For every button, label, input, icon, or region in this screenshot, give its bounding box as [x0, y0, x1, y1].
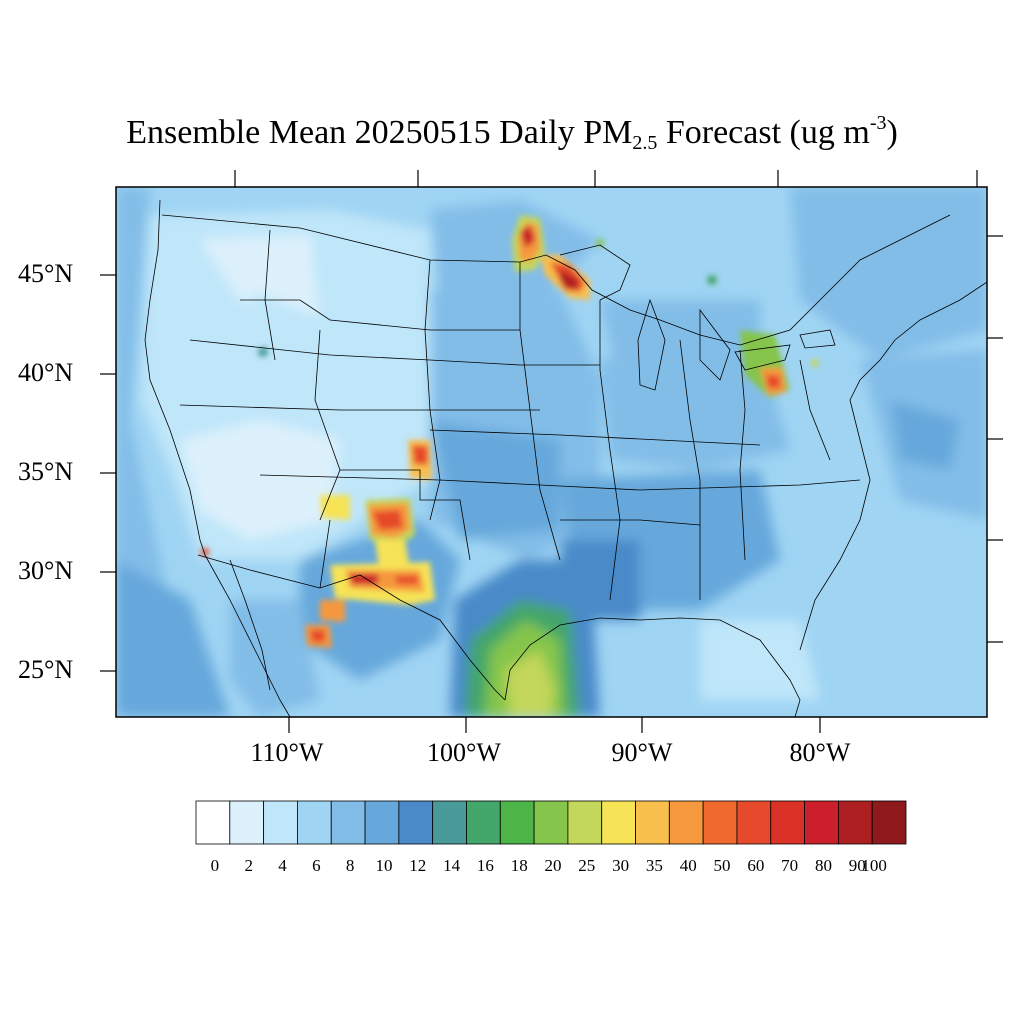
colorbar-label: 40	[679, 856, 697, 875]
concentration-field	[116, 187, 987, 717]
colorbar-label: 16	[476, 856, 494, 875]
lon-label-80w: 80°W	[789, 738, 851, 767]
boundary-lines	[144, 199, 987, 717]
colorbar-label: 6	[312, 856, 321, 875]
colorbar-label: 25	[578, 856, 596, 875]
colorbar-label: 10	[375, 856, 393, 875]
title-rest: Forecast (ug m	[657, 114, 870, 151]
lat-label-35: 35°N	[18, 457, 74, 486]
lon-label-100w: 100°W	[427, 738, 501, 767]
lat-label-40: 40°N	[18, 358, 74, 387]
map-frame	[115, 186, 988, 718]
colorbar-label: 4	[278, 856, 287, 875]
lat-label-25: 25°N	[18, 655, 74, 684]
colorbar-label: 35	[645, 856, 663, 875]
colorbar-label: 30	[612, 856, 630, 875]
title-main: Ensemble Mean 20250515 Daily PM	[126, 114, 633, 151]
colorbar-label: 0	[210, 856, 220, 875]
title-subscript: 2.5	[632, 132, 658, 154]
colorbar-label: 50	[713, 856, 731, 875]
title-close: )	[886, 114, 898, 151]
colorbar-label: 100	[861, 856, 887, 875]
colorbar-label: 60	[747, 856, 765, 875]
colorbar-label: 12	[409, 856, 427, 875]
axis-ticks	[100, 170, 1003, 733]
colorbar-label: 70	[781, 856, 799, 875]
lat-label-45: 45°N	[18, 259, 74, 288]
lat-label-30: 30°N	[18, 556, 74, 585]
title-superscript: -3	[869, 112, 887, 134]
map-title: Ensemble Mean 20250515 Daily PM2.5 Forec…	[0, 112, 1024, 155]
fire-hotspots	[201, 215, 819, 648]
colorbar-label: 90	[848, 856, 866, 875]
lon-label-90w: 90°W	[611, 738, 673, 767]
colorbar-label: 20	[544, 856, 562, 875]
colorbar-label: 18	[510, 856, 528, 875]
colorbar-label: 2	[244, 856, 253, 875]
colorbar-label: 14	[443, 856, 461, 875]
colorbar-label: 8	[345, 856, 355, 875]
colorbar-label: 80	[814, 856, 832, 875]
lon-label-110w: 110°W	[250, 738, 324, 767]
